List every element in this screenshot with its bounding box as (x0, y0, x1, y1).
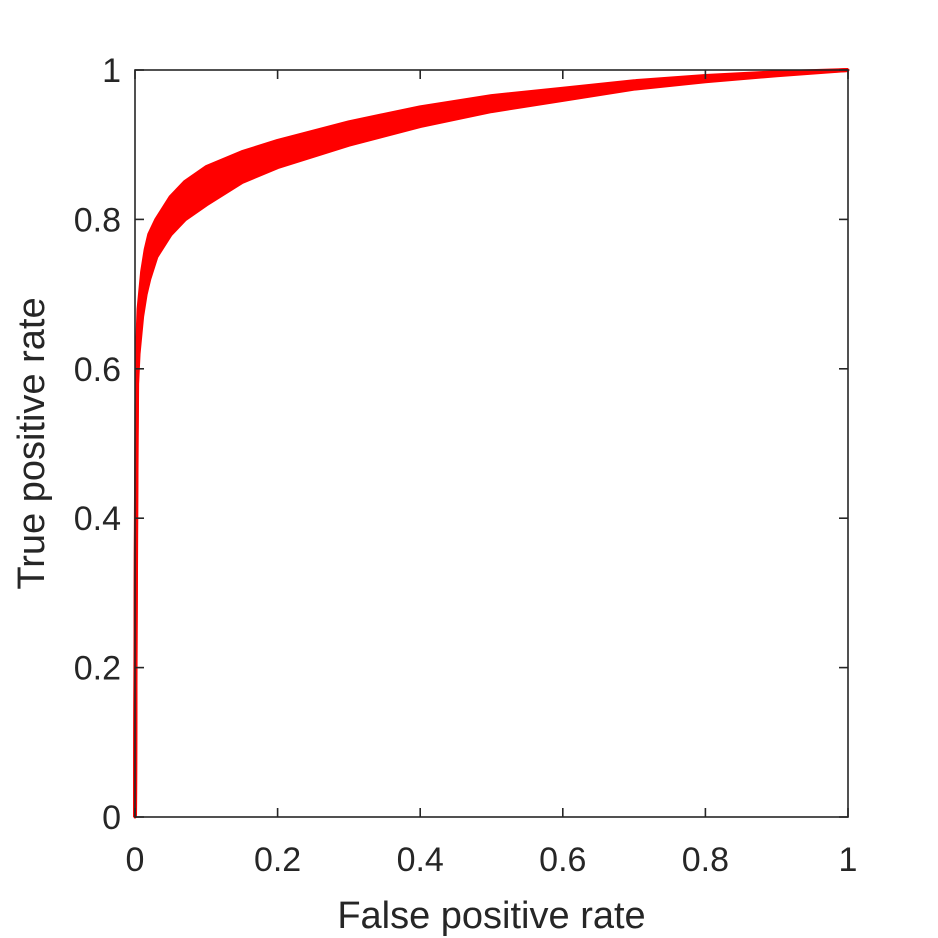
axes-frame (134, 69, 849, 818)
y-tick-label: 0.8 (74, 201, 121, 239)
x-tick-label: 0.8 (682, 841, 729, 879)
y-tick-label: 0 (102, 799, 121, 837)
x-tick-label: 0.2 (254, 841, 301, 879)
y-tick-label: 0.4 (74, 500, 121, 538)
y-axis-label: True positive rate (11, 297, 53, 589)
y-tick-label: 0.2 (74, 650, 121, 688)
axis-ticks: 0 0.2 0.4 0.6 0.8 1 0 0.2 0.4 0.6 0.8 1 (74, 52, 858, 879)
roc-curve-2 (133, 68, 849, 818)
roc-curves (133, 68, 849, 818)
x-tick-label: 1 (839, 841, 858, 879)
x-axis-label: False positive rate (337, 895, 645, 937)
x-tick-label: 0.6 (539, 841, 586, 879)
roc-curve-3 (133, 68, 849, 818)
x-tick-label: 0 (126, 841, 145, 879)
x-tick-label: 0.4 (397, 841, 444, 879)
y-tick-label: 1 (102, 52, 121, 90)
y-tick-label: 0.6 (74, 351, 121, 389)
